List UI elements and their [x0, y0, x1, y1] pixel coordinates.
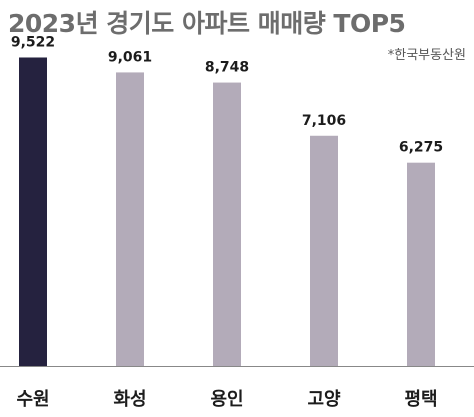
bar-5 [407, 162, 435, 366]
bar-4 [310, 135, 338, 366]
value-label-5: 6,275 [399, 140, 443, 156]
value-label-2: 9,061 [108, 49, 152, 65]
chart-title: 2023년 경기도 아파트 매매량 TOP5 [8, 9, 406, 38]
value-label-4: 7,106 [302, 113, 346, 129]
category-label-1: 수원 [16, 389, 49, 410]
category-label-5: 평택 [404, 389, 437, 410]
chart-source-note: *한국부동산원 [387, 48, 466, 63]
category-label-3: 용인 [210, 389, 243, 410]
category-label-4: 고양 [307, 389, 341, 410]
bar-2 [116, 72, 144, 367]
bar-3 [213, 82, 241, 367]
value-label-1: 9,522 [11, 34, 55, 50]
value-label-3: 8,748 [205, 60, 249, 76]
bar-1 [19, 57, 47, 366]
category-label-2: 화성 [113, 389, 146, 410]
